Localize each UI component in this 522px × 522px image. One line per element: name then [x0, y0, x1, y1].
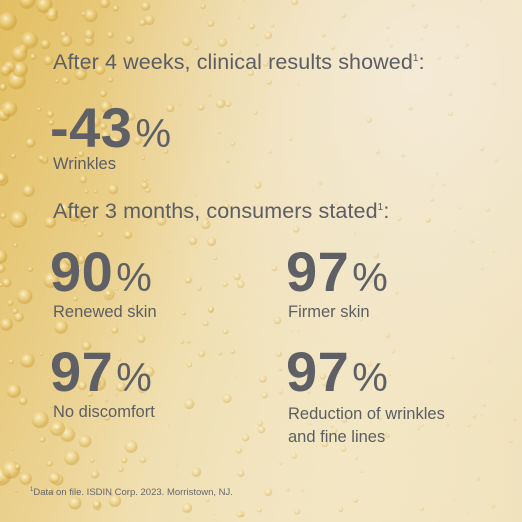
clinical-results-footnote-marker: 1: [412, 52, 419, 64]
wrinkles-stat-number: -43: [50, 96, 133, 159]
wrinkles-stat-label: Wrinkles: [53, 155, 116, 173]
footnote: 1Data on file. ISDIN Corp. 2023. Morrist…: [30, 487, 233, 498]
wrinkle-reduction-stat-percent: %: [352, 356, 389, 400]
consumer-results-heading-text: After 3 months, consumers stated: [53, 199, 378, 223]
firmer-skin-stat-percent: %: [352, 256, 389, 300]
footnote-marker: 1: [30, 487, 34, 493]
clinical-results-heading-colon: :: [418, 50, 425, 74]
consumer-results-heading-colon: :: [383, 199, 390, 223]
wrinkle-reduction-stat-value: 97%: [286, 344, 388, 400]
no-discomfort-stat-percent: %: [116, 356, 153, 400]
renewed-skin-stat-percent: %: [116, 256, 153, 300]
wrinkle-reduction-stat-number: 97: [286, 340, 350, 403]
firmer-skin-stat-value: 97%: [286, 244, 388, 300]
consumer-results-heading: After 3 months, consumers stated1:: [53, 199, 390, 223]
renewed-skin-stat-label: Renewed skin: [53, 303, 157, 321]
firmer-skin-stat-number: 97: [286, 240, 350, 303]
no-discomfort-stat-number: 97: [50, 340, 114, 403]
consumer-results-footnote-marker: 1: [377, 201, 384, 213]
renewed-skin-stat-number: 90: [50, 240, 114, 303]
renewed-skin-stat-value: 90%: [50, 244, 152, 300]
wrinkle-reduction-stat-label-line-2: and fine lines: [288, 428, 386, 446]
clinical-results-heading: After 4 weeks, clinical results showed1:: [53, 50, 425, 74]
no-discomfort-stat-value: 97%: [50, 344, 152, 400]
clinical-results-heading-text: After 4 weeks, clinical results showed: [53, 50, 413, 74]
no-discomfort-stat-label: No discomfort: [53, 403, 155, 421]
wrinkle-reduction-stat-label-line-1: Reduction of wrinkles: [288, 405, 445, 423]
firmer-skin-stat-label: Firmer skin: [288, 303, 370, 321]
footnote-text: Data on file. ISDIN Corp. 2023. Morristo…: [33, 487, 233, 499]
wrinkles-stat-value: -43%: [50, 100, 172, 156]
wrinkles-stat-percent: %: [135, 112, 172, 156]
